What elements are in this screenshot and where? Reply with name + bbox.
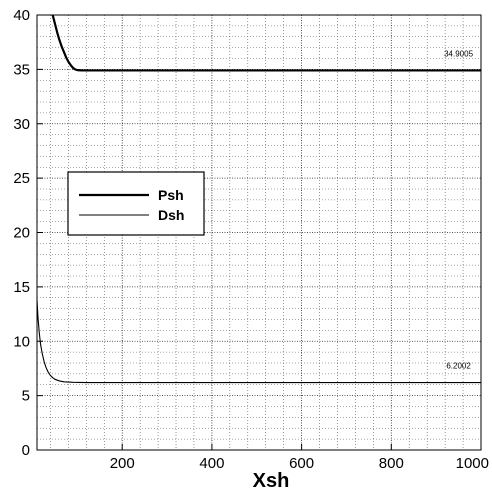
minor-grid bbox=[37, 15, 481, 450]
axis-ticks bbox=[37, 14, 482, 451]
x-axis-title: Xsh bbox=[253, 470, 290, 491]
legend-label-psh: Psh bbox=[158, 187, 184, 203]
series-layer bbox=[36, 14, 481, 384]
x-tick-label: 1000 bbox=[456, 455, 489, 472]
y-tick-labels: 0 5 10 15 20 25 30 35 40 bbox=[13, 7, 30, 459]
x-tick-label: 800 bbox=[379, 455, 404, 472]
y-tick-label: 25 bbox=[13, 170, 30, 187]
y-tick-label: 15 bbox=[13, 279, 30, 296]
x-tick-labels: 200 400 600 800 1000 bbox=[110, 455, 489, 472]
legend-label-dsh: Dsh bbox=[158, 207, 184, 223]
major-grid bbox=[37, 15, 481, 450]
y-tick-label: 35 bbox=[13, 61, 30, 78]
y-tick-label: 10 bbox=[13, 333, 30, 350]
x-tick-label: 200 bbox=[110, 455, 135, 472]
legend-box bbox=[67, 171, 205, 236]
value-annotation: 6.2002 bbox=[446, 362, 471, 371]
value-annotation: 34.9005 bbox=[444, 49, 473, 58]
series-line-psh bbox=[51, 14, 481, 72]
y-tick-label: 5 bbox=[22, 388, 30, 405]
annotations: 34.9005 6.2002 bbox=[444, 49, 473, 370]
legend: Psh Dsh bbox=[67, 171, 205, 236]
y-tick-label: 30 bbox=[13, 116, 30, 133]
y-tick-label: 20 bbox=[13, 225, 30, 242]
x-tick-label: 600 bbox=[289, 455, 314, 472]
x-tick-label: 400 bbox=[199, 455, 224, 472]
series-line-dsh bbox=[36, 299, 481, 384]
y-tick-label: 40 bbox=[13, 7, 30, 24]
y-tick-label: 0 bbox=[22, 442, 30, 459]
